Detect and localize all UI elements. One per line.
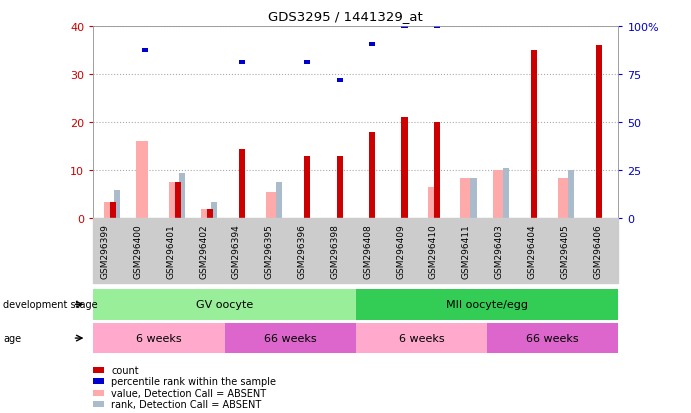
Text: value, Detection Call = ABSENT: value, Detection Call = ABSENT [111, 388, 267, 398]
Bar [401, 24, 408, 29]
Text: MII oocyte/egg: MII oocyte/egg [446, 299, 528, 310]
Bar [266, 192, 277, 219]
Text: percentile rank within the sample: percentile rank within the sample [111, 376, 276, 386]
Bar [104, 202, 115, 219]
Text: 6 weeks: 6 weeks [136, 333, 182, 343]
Bar [178, 173, 185, 219]
Text: GSM296404: GSM296404 [527, 224, 536, 278]
Text: GSM296398: GSM296398 [330, 223, 339, 278]
Bar [493, 171, 504, 219]
Text: GSM296405: GSM296405 [560, 223, 569, 278]
Text: GSM296394: GSM296394 [232, 223, 241, 278]
Bar [211, 202, 218, 219]
Text: 6 weeks: 6 weeks [399, 333, 444, 343]
Text: GSM296409: GSM296409 [396, 223, 405, 278]
Bar [558, 178, 569, 219]
Bar [175, 183, 180, 219]
Text: GV oocyte: GV oocyte [196, 299, 253, 310]
Text: GSM296400: GSM296400 [133, 223, 142, 278]
Bar [239, 149, 245, 219]
Bar [142, 48, 148, 53]
Text: 66 weeks: 66 weeks [527, 333, 579, 343]
Bar [369, 43, 375, 47]
Bar [434, 24, 440, 29]
Bar [337, 78, 343, 83]
Bar [239, 60, 245, 65]
Text: GSM296399: GSM296399 [101, 223, 110, 278]
Bar [276, 183, 282, 219]
Text: GSM296402: GSM296402 [199, 224, 208, 278]
Bar [136, 142, 148, 219]
Text: GSM296408: GSM296408 [363, 223, 372, 278]
Bar [304, 157, 310, 219]
Bar [114, 190, 120, 219]
Text: rank, Detection Call = ABSENT: rank, Detection Call = ABSENT [111, 399, 262, 409]
Bar [201, 209, 212, 219]
Bar [531, 51, 537, 219]
Text: GSM296401: GSM296401 [167, 223, 176, 278]
Text: GSM296403: GSM296403 [495, 223, 504, 278]
Text: GSM296411: GSM296411 [462, 223, 471, 278]
Text: GSM296396: GSM296396 [298, 223, 307, 278]
Text: GSM296395: GSM296395 [265, 223, 274, 278]
Text: GDS3295 / 1441329_at: GDS3295 / 1441329_at [268, 10, 423, 23]
Bar [460, 178, 472, 219]
Bar [471, 178, 477, 219]
Text: 66 weeks: 66 weeks [264, 333, 316, 343]
Bar [401, 118, 408, 219]
Bar [337, 157, 343, 219]
Bar [428, 188, 439, 219]
Bar [503, 169, 509, 219]
Text: age: age [3, 333, 21, 343]
Text: count: count [111, 365, 139, 375]
Text: development stage: development stage [3, 299, 98, 310]
Bar [110, 202, 116, 219]
Bar [567, 171, 574, 219]
Bar [369, 133, 375, 219]
Bar [596, 46, 602, 219]
Bar [169, 183, 180, 219]
Bar [304, 60, 310, 65]
Text: GSM296406: GSM296406 [593, 223, 602, 278]
Bar [207, 209, 213, 219]
Bar [434, 123, 440, 219]
Text: GSM296410: GSM296410 [429, 223, 438, 278]
